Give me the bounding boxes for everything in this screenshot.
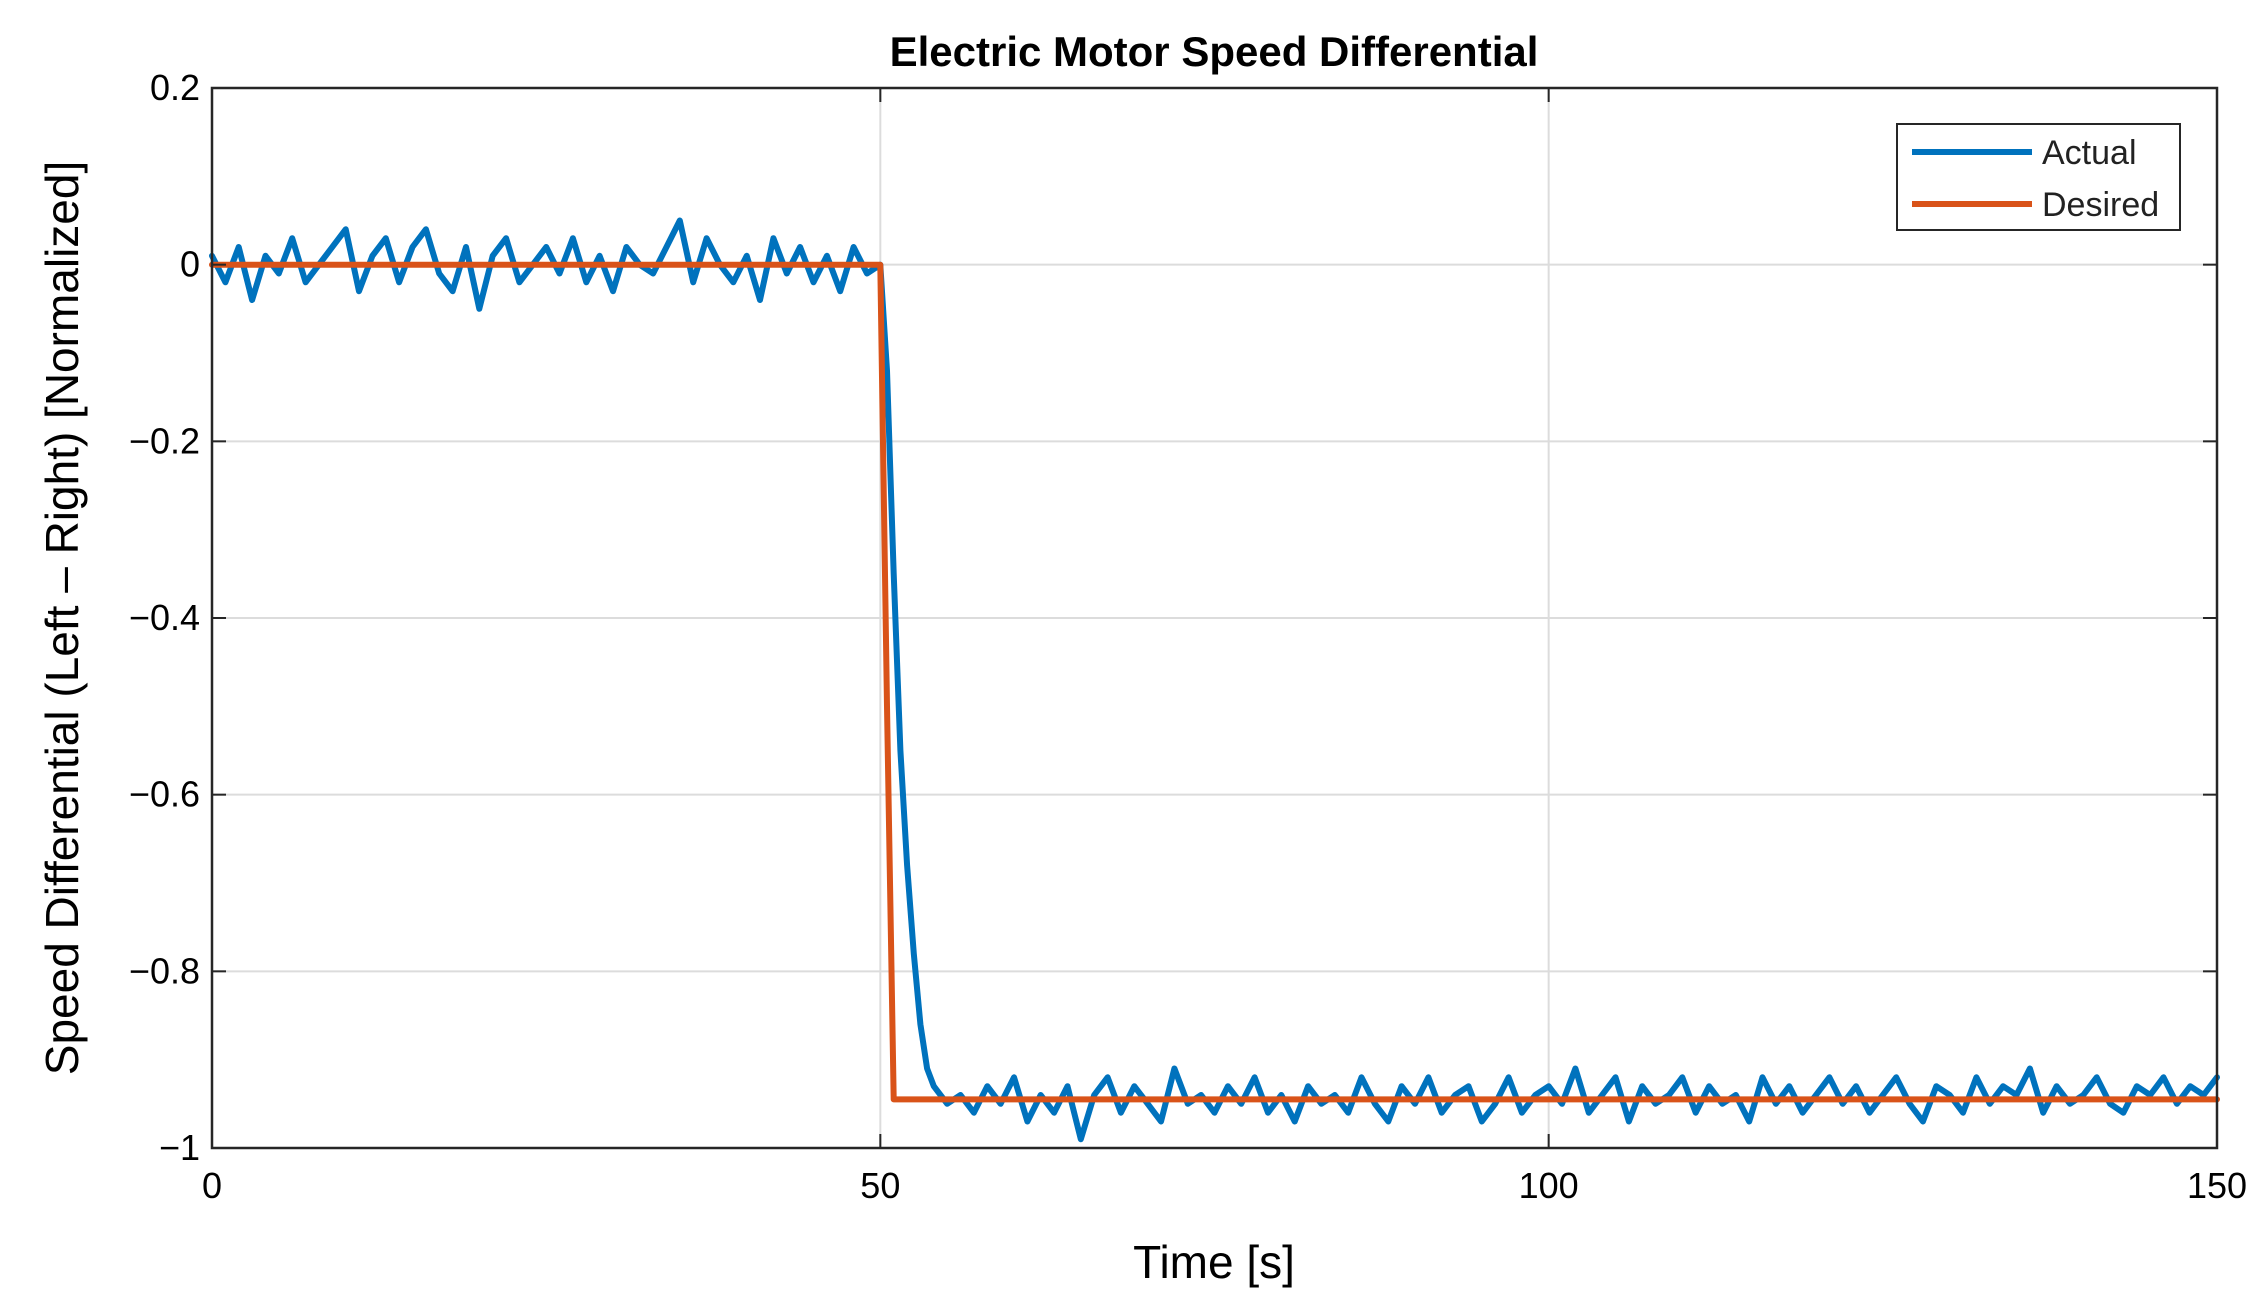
x-tick-label: 100 [1519,1165,1579,1206]
series-line-desired [209,261,2220,1103]
y-tick-label: −0.2 [129,420,200,461]
y-tick-label: −0.4 [129,597,200,638]
y-tick-label: 0 [180,244,200,285]
y-tick-label: −1 [159,1127,200,1168]
y-tick-label: −0.6 [129,774,200,815]
x-tick-label: 50 [860,1165,900,1206]
ticks: 0 50 100 150 0.2 0 −0.2 −0.4 −0.6 −0.8 −1 [129,67,2247,1206]
legend-label-actual: Actual [2042,134,2137,172]
y-tick-label: 0.2 [150,67,200,108]
legend-label-desired: Desired [2042,186,2159,224]
series-layer [209,217,2220,1143]
y-axis-label: Speed Differential (Left – Right) [Norma… [36,161,88,1075]
legend: Actual Desired [1896,123,2181,231]
y-tick-label: −0.8 [129,950,200,991]
x-axis-label: Time [s] [1133,1236,1295,1288]
x-tick-label: 150 [2187,1165,2247,1206]
x-tick-label: 0 [202,1165,222,1206]
chart-title: Electric Motor Speed Differential [890,28,1539,75]
legend-box [1896,123,2181,231]
